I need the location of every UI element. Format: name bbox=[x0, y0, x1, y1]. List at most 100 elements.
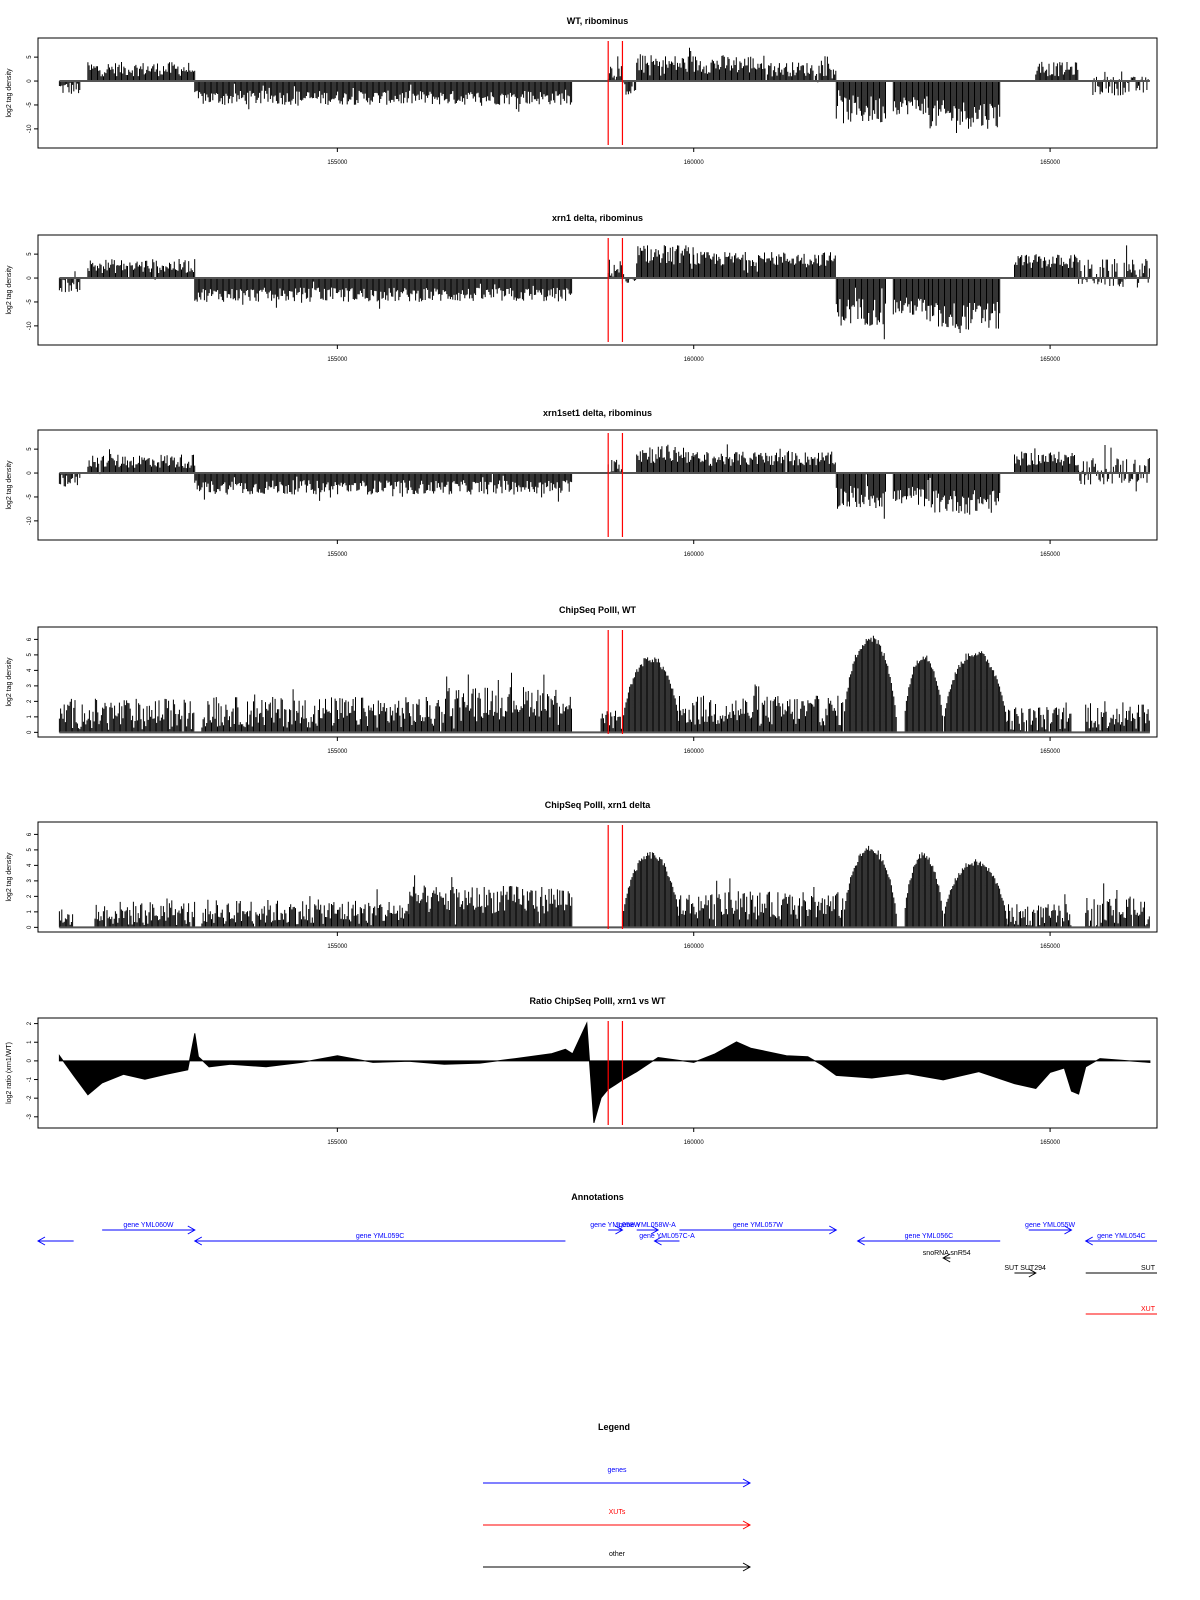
legend-label: genes bbox=[607, 1467, 627, 1474]
y-tick-label: -5 bbox=[27, 494, 33, 500]
plot-frame bbox=[37, 37, 1158, 149]
legend-label: other bbox=[609, 1551, 626, 1558]
panel-title: Ratio ChipSeq PolII, xrn1 vs WT bbox=[529, 996, 666, 1006]
y-tick-label: -5 bbox=[27, 299, 33, 305]
panel-title: ChipSeq PolII, WT bbox=[559, 605, 636, 615]
signal-bars bbox=[58, 245, 1150, 340]
y-tick-label: 0 bbox=[27, 925, 33, 929]
arrow-head-icon bbox=[742, 1562, 752, 1572]
panel-6: Ratio ChipSeq PolII, xrn1 vs WT log2 rati… bbox=[6, 996, 1158, 1146]
arrow-head-icon bbox=[942, 1253, 951, 1263]
arrow-head-icon bbox=[1028, 1268, 1037, 1278]
y-tick-label: 0 bbox=[27, 1059, 33, 1063]
track-label: gene YML058W-A bbox=[619, 1222, 676, 1229]
x-tick-label: 155000 bbox=[327, 357, 348, 363]
plot-frame bbox=[37, 1017, 1158, 1129]
y-tick-label: 3 bbox=[27, 879, 33, 883]
x-tick-label: 155000 bbox=[327, 160, 348, 166]
panel-3: xrn1set1 delta, ribominus log2 tag densit… bbox=[6, 408, 1158, 558]
x-tick-label: 160000 bbox=[684, 1140, 705, 1146]
y-tick-label: 1 bbox=[27, 910, 33, 914]
panel-title: WT, ribominus bbox=[567, 16, 629, 26]
y-tick-label: 2 bbox=[27, 894, 33, 898]
arrow-head-icon bbox=[856, 1236, 865, 1246]
y-tick-label: 5 bbox=[27, 55, 33, 59]
track-label: gene YML058W bbox=[590, 1222, 640, 1229]
x-tick-label: 155000 bbox=[327, 944, 348, 950]
track-label: XUT bbox=[1141, 1306, 1156, 1313]
panel-title: xrn1 delta, ribominus bbox=[552, 213, 643, 223]
x-tick-label: 165000 bbox=[1040, 1140, 1061, 1146]
arrow-head-icon bbox=[615, 1225, 624, 1235]
x-tick-label: 165000 bbox=[1040, 552, 1061, 558]
y-tick-label: 5 bbox=[27, 848, 33, 852]
y-tick-label: 5 bbox=[27, 653, 33, 657]
arrow-head-icon bbox=[742, 1478, 752, 1488]
y-tick-label: 3 bbox=[27, 684, 33, 688]
y-axis-label: log2 tag density bbox=[6, 460, 13, 510]
annotations-title: Annotations bbox=[571, 1192, 624, 1202]
annotations-panel: Annotations gene YML060W gene YML059C gene … bbox=[36, 1192, 1157, 1315]
y-tick-label: 5 bbox=[27, 447, 33, 451]
plot-frame bbox=[37, 626, 1158, 738]
y-tick-label: 1 bbox=[27, 715, 33, 719]
y-axis-label: log2 tag density bbox=[6, 852, 13, 902]
y-tick-label: 0 bbox=[27, 471, 33, 475]
y-tick-label: -5 bbox=[27, 102, 33, 108]
x-tick-label: 160000 bbox=[684, 357, 705, 363]
signal-bars bbox=[58, 47, 1150, 133]
x-tick-label: 160000 bbox=[684, 944, 705, 950]
y-tick-label: 4 bbox=[27, 668, 33, 672]
y-tick-label: 6 bbox=[27, 832, 33, 836]
track-label: SUT bbox=[1141, 1265, 1156, 1272]
x-tick-label: 165000 bbox=[1040, 944, 1061, 950]
track-label: gene YML054C bbox=[1097, 1233, 1146, 1240]
y-tick-label: 4 bbox=[27, 863, 33, 867]
y-axis-label: log2 tag density bbox=[6, 68, 13, 118]
arrow-head-icon bbox=[1084, 1236, 1093, 1246]
y-axis-label: log2 tag density bbox=[6, 657, 13, 707]
panel-1: WT, ribominus log2 tag density -10 -5 0 5 1550… bbox=[6, 16, 1158, 166]
legend-title: Legend bbox=[598, 1422, 630, 1432]
arrow-head-icon bbox=[36, 1236, 46, 1246]
y-tick-label: -1 bbox=[27, 1076, 33, 1082]
y-tick-label: -10 bbox=[27, 321, 33, 330]
track-label: SUT SUT294 bbox=[1004, 1265, 1046, 1272]
x-tick-label: 165000 bbox=[1040, 357, 1061, 363]
arrow-head-icon bbox=[742, 1520, 752, 1530]
arrow-head-icon bbox=[187, 1225, 196, 1235]
y-axis-label: log2 ratio (xrn1/WT) bbox=[6, 1042, 13, 1104]
legend: Legend genes XUTs other bbox=[483, 1422, 752, 1572]
y-tick-label: 0 bbox=[27, 79, 33, 83]
y-tick-label: -10 bbox=[27, 516, 33, 525]
y-tick-label: -3 bbox=[27, 1113, 33, 1119]
panel-2: xrn1 delta, ribominus log2 tag density -10… bbox=[6, 213, 1158, 363]
y-axis-label: log2 tag density bbox=[6, 265, 13, 315]
arrow-head-icon bbox=[653, 1236, 662, 1246]
panel-title: ChipSeq PolII, xrn1 delta bbox=[545, 800, 652, 810]
track-label: gene YML057C-A bbox=[639, 1233, 695, 1240]
y-tick-label: -10 bbox=[27, 124, 33, 133]
y-tick-label: 5 bbox=[27, 252, 33, 256]
y-tick-label: 0 bbox=[27, 276, 33, 280]
track-label: gene YML060W bbox=[123, 1222, 173, 1229]
y-tick-label: -2 bbox=[27, 1095, 33, 1101]
panel-title: xrn1set1 delta, ribominus bbox=[543, 408, 652, 418]
track-label: gene YML056C bbox=[905, 1233, 954, 1240]
signal-bars bbox=[58, 845, 1150, 928]
track-label: snoRNA snR54 bbox=[923, 1250, 971, 1257]
x-tick-label: 160000 bbox=[684, 552, 705, 558]
y-tick-label: 1 bbox=[27, 1040, 33, 1044]
ratio-area bbox=[58, 1021, 1151, 1123]
panel-5: ChipSeq PolII, xrn1 delta log2 tag densit… bbox=[6, 800, 1158, 950]
x-tick-label: 160000 bbox=[684, 749, 705, 755]
x-tick-label: 155000 bbox=[327, 749, 348, 755]
plot-frame bbox=[37, 234, 1158, 346]
legend-label: XUTs bbox=[609, 1509, 626, 1516]
y-tick-label: 0 bbox=[27, 730, 33, 734]
arrow-head-icon bbox=[1064, 1225, 1073, 1235]
arrow-head-icon bbox=[829, 1225, 838, 1235]
panel-4: ChipSeq PolII, WT log2 tag density 0 1 2 3 4 5 6… bbox=[6, 605, 1158, 755]
track-label: gene YML057W bbox=[733, 1222, 783, 1229]
